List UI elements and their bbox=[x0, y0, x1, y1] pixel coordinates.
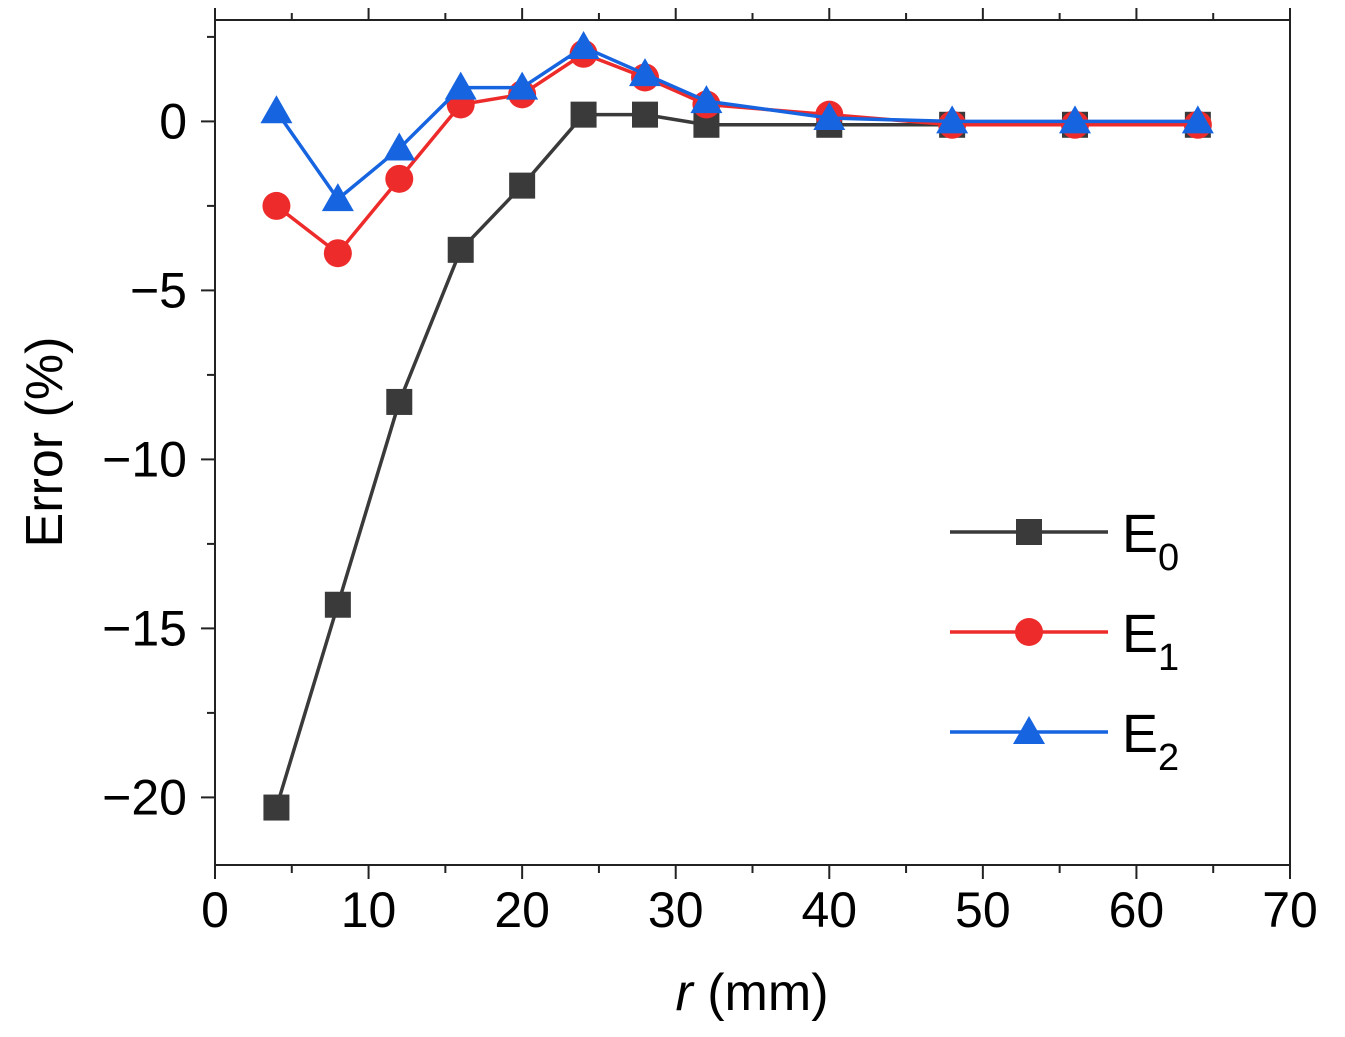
x-axis-unit: (mm) bbox=[693, 964, 829, 1022]
data-point-E2 bbox=[690, 85, 723, 114]
series-layer bbox=[260, 31, 1214, 821]
data-point-E2 bbox=[1181, 105, 1214, 134]
x-tick-label: 60 bbox=[1109, 882, 1165, 938]
legend-item-E1: E1 bbox=[950, 604, 1179, 679]
data-point-E2 bbox=[813, 102, 846, 131]
legend-marker bbox=[1015, 618, 1043, 646]
data-point-E0 bbox=[447, 236, 474, 263]
legend-label-main: E bbox=[1122, 704, 1158, 764]
tick-labels: 0 10 20 30 40 50 60 700−5−10−15−20 bbox=[102, 93, 1318, 938]
data-point-E2 bbox=[260, 95, 293, 124]
data-point-E1 bbox=[323, 239, 352, 268]
y-tick-label: −15 bbox=[102, 600, 187, 656]
legend-label-subscript: 1 bbox=[1158, 637, 1179, 679]
x-tick-label: 0 bbox=[201, 882, 229, 938]
x-tick-label: 50 bbox=[955, 882, 1011, 938]
data-point-E1 bbox=[385, 164, 414, 193]
data-point-E2 bbox=[506, 71, 539, 100]
series-E2 bbox=[260, 31, 1214, 212]
y-tick-label: −10 bbox=[102, 431, 187, 487]
legend-label-main: E bbox=[1122, 604, 1158, 664]
data-point-E2 bbox=[383, 132, 416, 161]
legend-item-E0: E0 bbox=[950, 504, 1179, 579]
series-E0 bbox=[263, 101, 1211, 821]
x-axis-title: r (mm) bbox=[675, 964, 828, 1022]
data-point-E0 bbox=[570, 101, 597, 128]
axis-ticks bbox=[201, 8, 1291, 879]
x-axis-variable: r bbox=[675, 964, 695, 1022]
data-point-E0 bbox=[263, 794, 290, 821]
data-point-E2 bbox=[567, 31, 600, 60]
data-point-E2 bbox=[936, 105, 969, 134]
legend-label: E2 bbox=[1122, 704, 1179, 779]
data-point-E0 bbox=[632, 101, 658, 128]
data-point-E0 bbox=[509, 172, 536, 199]
y-tick-label: 0 bbox=[159, 93, 187, 149]
data-point-E0 bbox=[324, 591, 351, 618]
data-point-E2 bbox=[1059, 105, 1091, 134]
legend-label-subscript: 0 bbox=[1158, 537, 1179, 579]
data-point-E2 bbox=[444, 71, 477, 100]
x-tick-label: 70 bbox=[1262, 882, 1318, 938]
series-line-E1 bbox=[275, 52, 1198, 255]
y-tick-label: −20 bbox=[102, 769, 187, 825]
legend-label-subscript: 2 bbox=[1158, 737, 1179, 779]
x-tick-label: 20 bbox=[494, 882, 550, 938]
data-point-E0 bbox=[386, 388, 413, 415]
data-point-E2 bbox=[321, 183, 354, 212]
data-point-E2 bbox=[629, 58, 661, 87]
x-tick-label: 10 bbox=[341, 882, 397, 938]
data-point-E1 bbox=[262, 191, 291, 220]
legend-label-main: E bbox=[1122, 504, 1158, 564]
legend-marker bbox=[1016, 519, 1042, 545]
legend-item-E2: E2 bbox=[950, 704, 1179, 779]
series-line-E0 bbox=[274, 112, 1198, 809]
legend-label: E1 bbox=[1122, 604, 1179, 679]
y-axis-title: Error (%) bbox=[16, 337, 74, 548]
x-tick-label: 30 bbox=[648, 882, 704, 938]
legend-label: E0 bbox=[1122, 504, 1179, 579]
x-tick-label: 40 bbox=[801, 882, 857, 938]
y-tick-label: −5 bbox=[130, 262, 187, 318]
legend-marker bbox=[1013, 716, 1045, 744]
